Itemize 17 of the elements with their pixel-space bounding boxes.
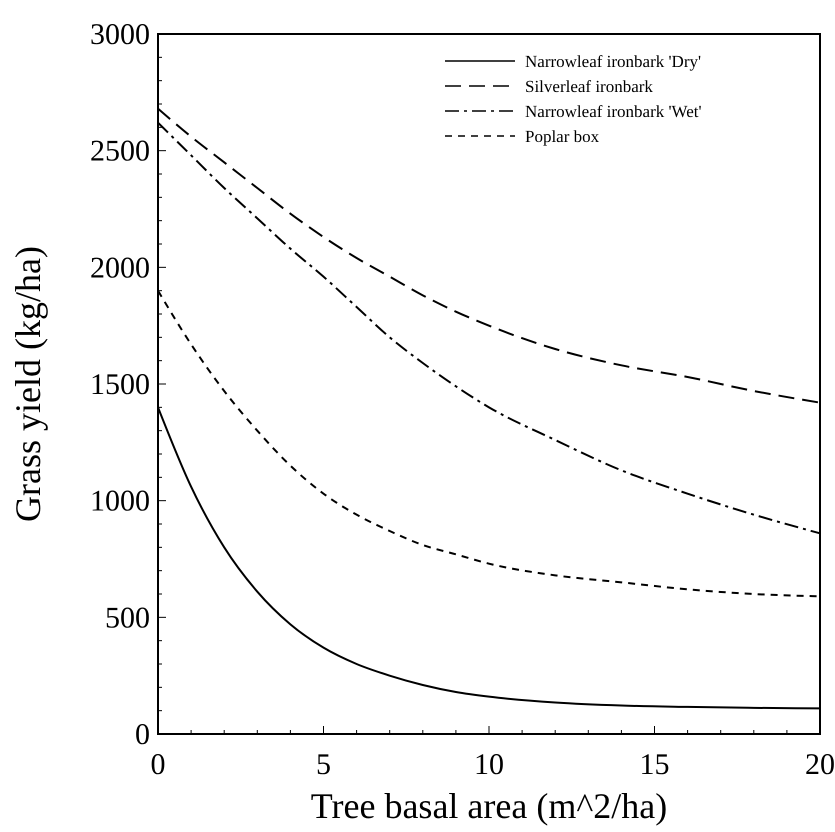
x-tick-label: 15 [640,748,670,781]
x-axis-title: Tree basal area (m^2/ha) [310,786,668,826]
x-tick-label: 10 [474,748,504,781]
legend-label: Narrowleaf ironbark 'Dry' [525,52,702,71]
x-tick-label: 5 [316,748,331,781]
y-tick-label: 2500 [90,134,150,168]
y-tick-label: 0 [135,718,150,751]
y-tick-label: 1500 [90,368,150,401]
legend-label: Silverleaf ironbark [525,77,654,96]
x-tick-label: 20 [805,748,835,781]
y-tick-label: 500 [105,601,150,634]
y-tick-label: 3000 [90,18,150,51]
legend-label: Narrowleaf ironbark 'Wet' [525,102,702,121]
legend-label: Poplar box [525,127,600,146]
y-tick-label: 1000 [90,484,150,518]
y-tick-label: 2000 [90,251,150,284]
y-axis-title: Grass yield (kg/ha) [8,246,48,522]
